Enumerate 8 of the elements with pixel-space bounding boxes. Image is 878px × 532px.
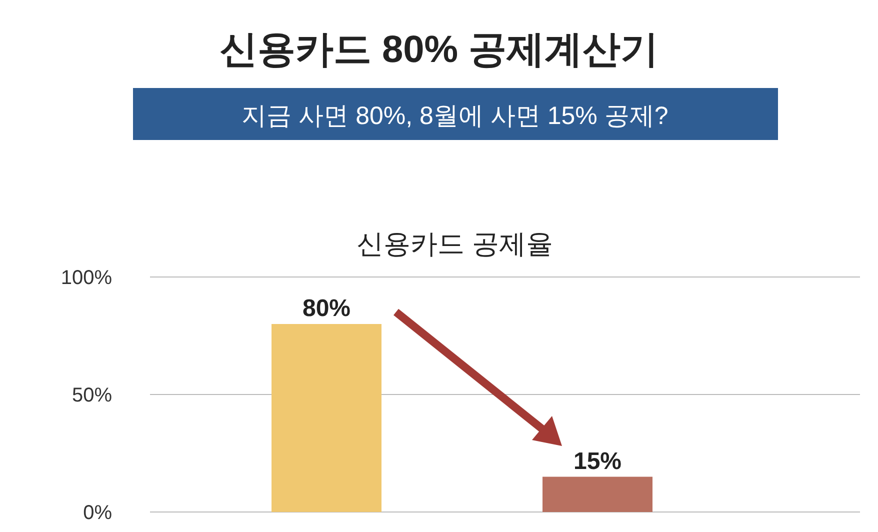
data-label: 80% bbox=[302, 295, 351, 322]
text: 신용카드 공제율 bbox=[356, 229, 554, 259]
data-label: 15% bbox=[573, 448, 622, 475]
chart-title: 신용카드 80% 공제계산기 bbox=[219, 29, 659, 71]
y-tick-label: 0% bbox=[83, 502, 112, 524]
y-tick-label: 50% bbox=[72, 384, 112, 406]
y-tick-label: 100% bbox=[60, 267, 112, 289]
chart-subtitle: 지금 사면 80%, 8월에 사면 15% 공제? bbox=[242, 102, 668, 130]
